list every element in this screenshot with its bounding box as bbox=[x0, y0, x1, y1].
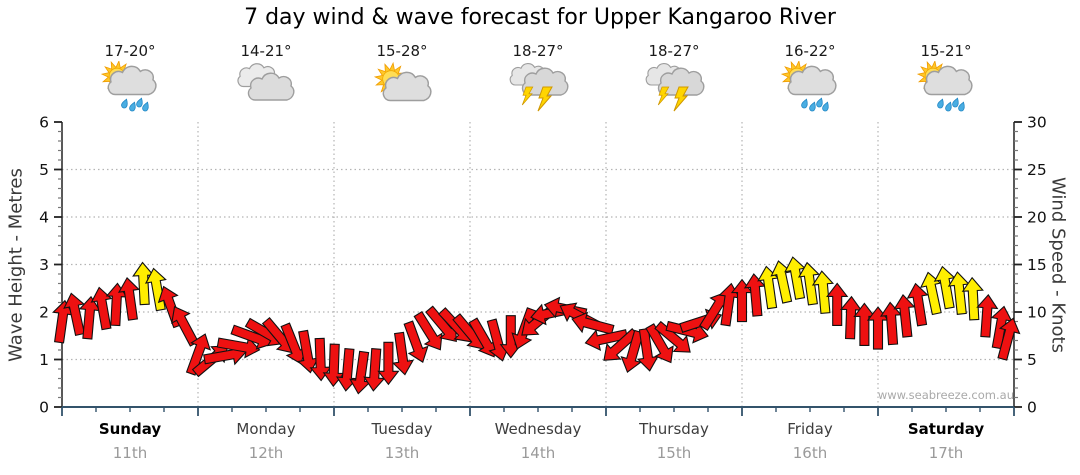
wind-axis-tick-label: 5 bbox=[1027, 351, 1037, 369]
wind-arrow bbox=[961, 276, 984, 321]
wind-arrow bbox=[893, 294, 916, 338]
wind-axis-tick-label: 10 bbox=[1027, 304, 1047, 322]
wave-axis-tick-label: 2 bbox=[39, 304, 49, 322]
wind-arrow bbox=[797, 261, 820, 306]
wind-arrow bbox=[919, 271, 942, 316]
wind-arrow bbox=[413, 310, 443, 351]
wind-arrow bbox=[90, 286, 113, 331]
wind-arrow bbox=[403, 320, 429, 363]
wind-arrow bbox=[906, 282, 929, 327]
wind-axis-tick-label: 30 bbox=[1027, 114, 1047, 132]
wave-axis-tick-label: 0 bbox=[39, 399, 49, 417]
wind-arrow bbox=[63, 292, 86, 337]
wind-axis-tick-label: 0 bbox=[1027, 399, 1037, 417]
wind-axis-tick-label: 15 bbox=[1027, 256, 1047, 274]
wave-axis-tick-label: 5 bbox=[39, 161, 49, 179]
wind-axis-tick-label: 25 bbox=[1027, 161, 1047, 179]
wind-arrow bbox=[645, 323, 674, 364]
wind-arrow bbox=[620, 329, 644, 373]
wind-arrow bbox=[811, 270, 835, 315]
wave-axis-tick-label: 4 bbox=[39, 209, 49, 227]
wind-arrow bbox=[117, 277, 140, 321]
wind-arrow bbox=[997, 317, 1021, 361]
wind-arrow bbox=[377, 341, 400, 386]
wave-axis-tick-label: 1 bbox=[39, 351, 49, 369]
wind-arrow bbox=[571, 311, 615, 335]
wave-axis-tick-label: 6 bbox=[39, 114, 49, 132]
wind-arrow bbox=[392, 331, 415, 376]
wind-arrow bbox=[976, 293, 999, 338]
wave-axis-tick-label: 3 bbox=[39, 256, 49, 274]
wind-arrow bbox=[826, 282, 849, 326]
chart-title: 7 day wind & wave forecast for Upper Kan… bbox=[244, 5, 836, 30]
wind-arrow bbox=[185, 333, 211, 376]
wind-arrow bbox=[839, 295, 863, 340]
wind-arrow bbox=[654, 320, 691, 353]
watermark: www.seabreeze.com.au bbox=[877, 388, 1014, 402]
wind-axis-tick-label: 20 bbox=[1027, 209, 1047, 227]
